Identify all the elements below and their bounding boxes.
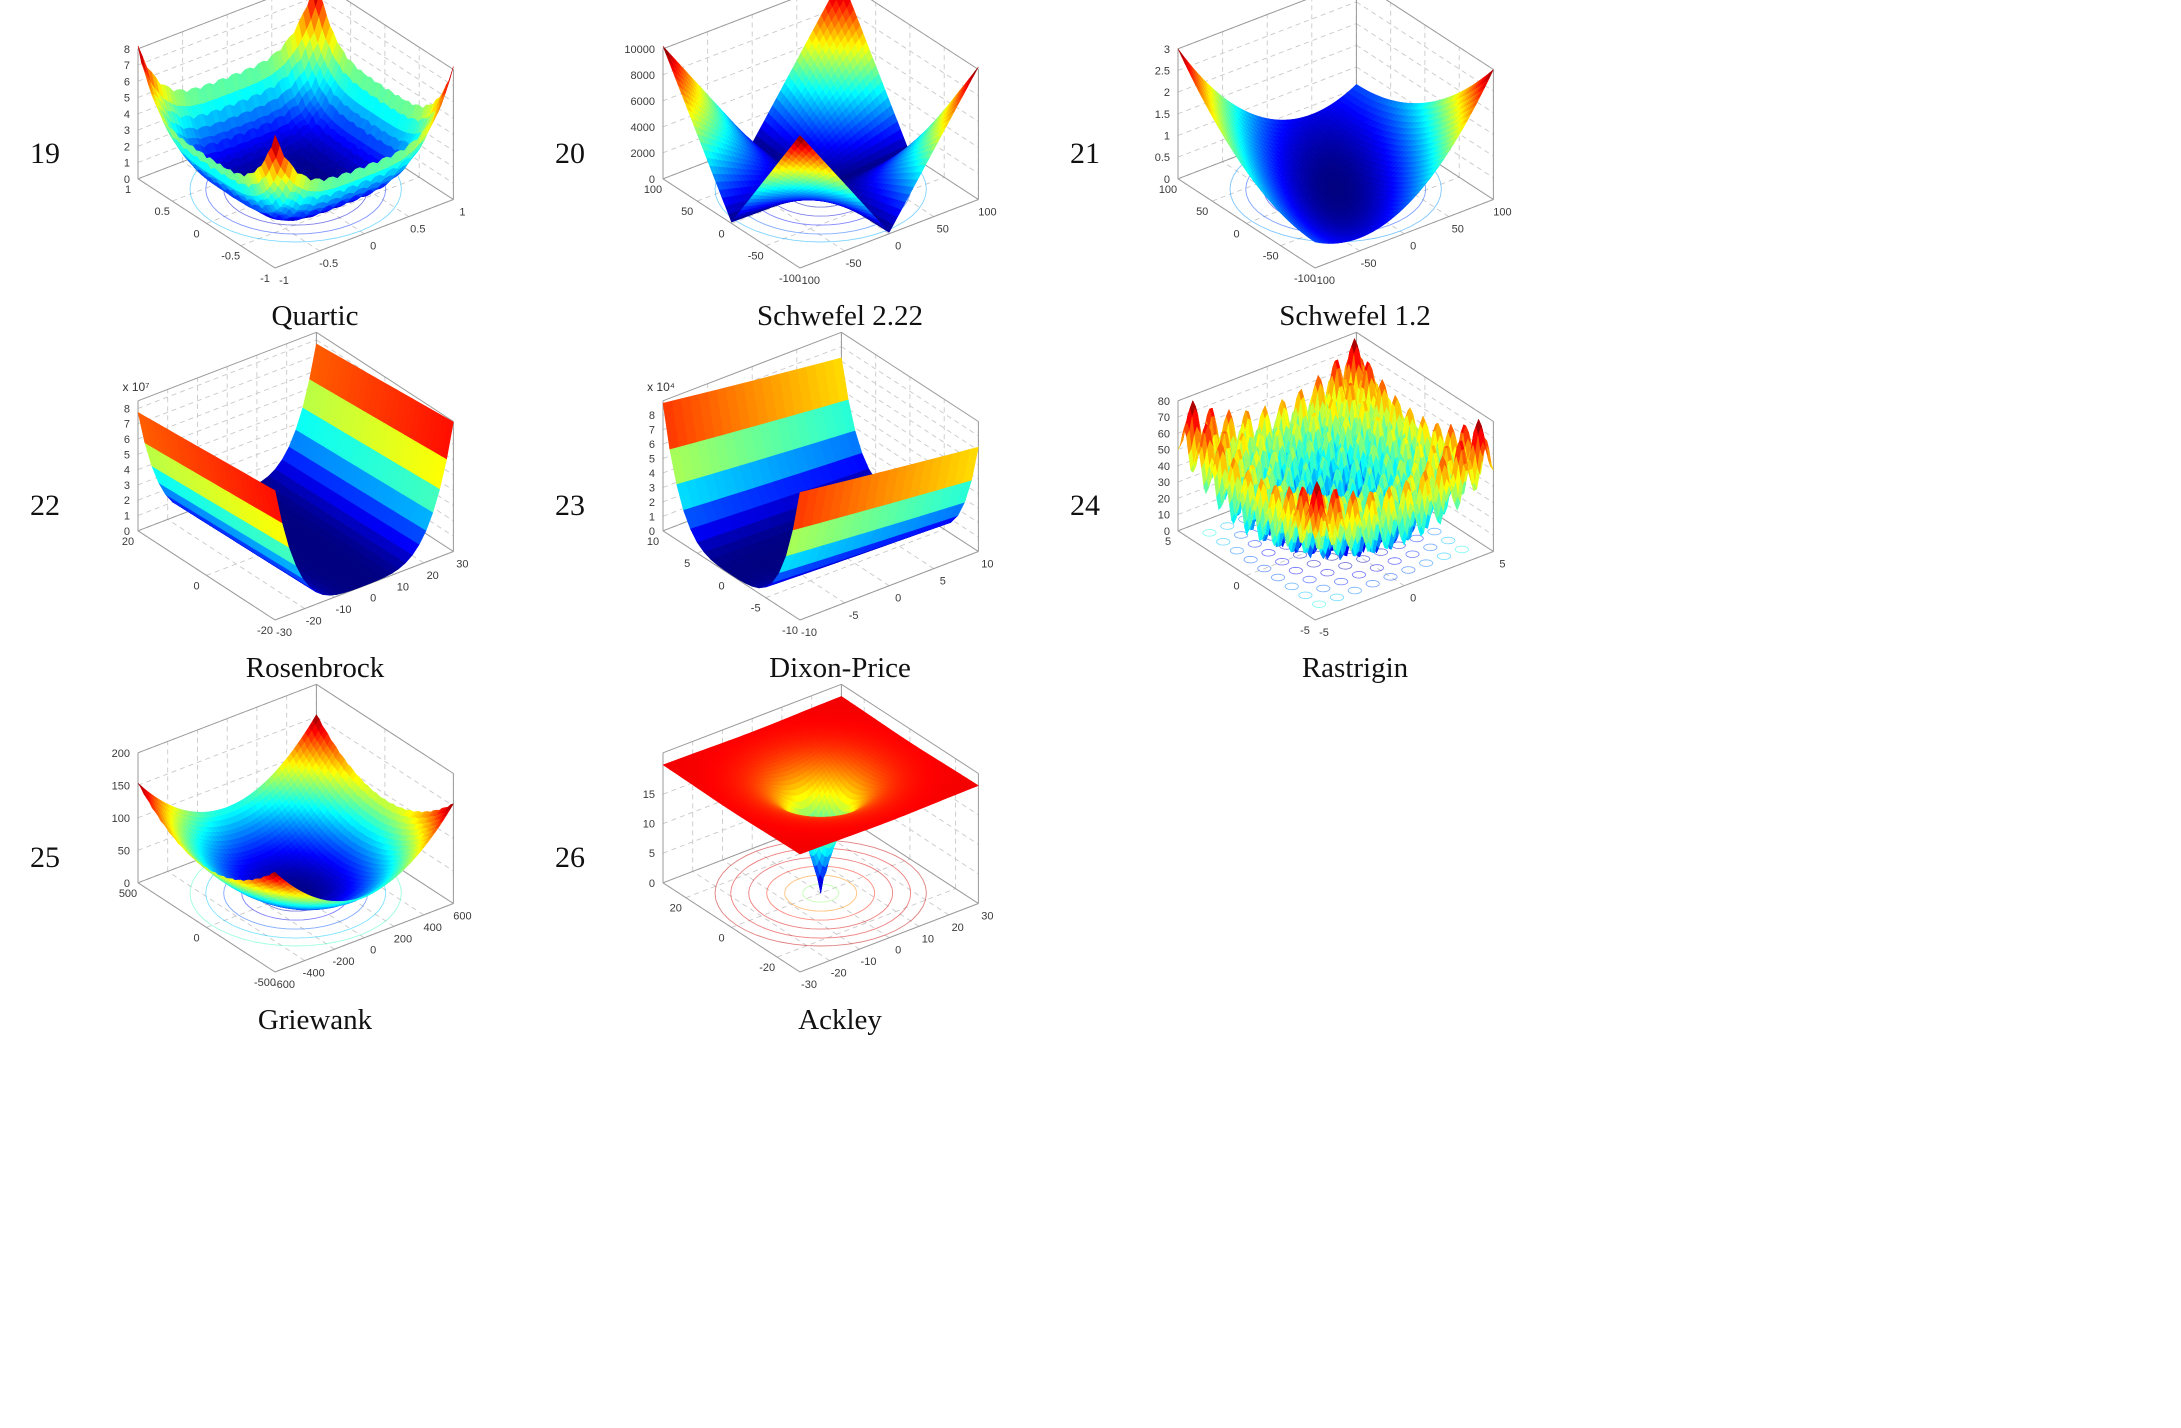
surface-plot-griewank: -600-400-2000200400600-50005000501001502… <box>112 683 472 991</box>
panel-figure: -600 -400 -200 0 200 400 600 -500 0 500 0 50 100 150 2… <box>80 674 550 1041</box>
svg-text:100: 100 <box>644 184 662 196</box>
svg-text:0: 0 <box>193 228 199 240</box>
svg-text:0: 0 <box>718 228 724 240</box>
panel-figure: -100 -50 0 50 100 -100 -50 0 50 100 0 0.5 1 1.5 2 2.5 3 … <box>1120 0 1590 337</box>
panel-caption: Schwefel 1.2 <box>1279 300 1431 332</box>
svg-text:-100: -100 <box>779 273 801 285</box>
svg-text:7: 7 <box>124 60 130 72</box>
panel-rastrigin: 24 -5 0 5 -5 0 5 0 10 20 30 40 50 60 70 80 Rastrigin <box>1050 322 1590 689</box>
panel-caption: Dixon-Price <box>769 652 911 684</box>
panel-figure: -1 -0.5 0 0.5 1 -1 -0.5 0 0.5 1 0 1 2 3 4 5 6 7 8 Quartic <box>80 0 550 337</box>
panel-caption: Ackley <box>798 1004 882 1036</box>
panel-number: 26 <box>555 840 585 874</box>
svg-text:-1: -1 <box>279 275 289 287</box>
panel-number: 22 <box>30 488 60 522</box>
svg-text:4: 4 <box>124 109 130 121</box>
panel-number: 20 <box>555 136 585 170</box>
svg-text:2000: 2000 <box>631 148 655 160</box>
svg-text:50: 50 <box>937 224 949 236</box>
panel-caption: Quartic <box>271 300 359 332</box>
svg-text:100: 100 <box>978 207 996 219</box>
panel-caption: Rosenbrock <box>245 652 385 684</box>
panel-ackley: 26 -30 -20 -10 0 10 20 30 -20 0 20 0 5 10 15 Ackley <box>535 674 1075 1041</box>
panel-figure: -10 -5 0 5 10 -10 -5 0 5 10 0 1 2 3 4 5 6 7 8 x 10⁴ Dixon-P… <box>605 322 1075 689</box>
svg-text:8: 8 <box>124 44 130 56</box>
svg-text:6: 6 <box>124 76 130 88</box>
panel-number: 25 <box>30 840 60 874</box>
svg-text:0: 0 <box>895 241 901 253</box>
svg-text:0: 0 <box>370 241 376 253</box>
svg-text:-50: -50 <box>748 251 764 263</box>
svg-text:-1: -1 <box>260 273 270 285</box>
svg-text:4000: 4000 <box>631 122 655 134</box>
panel-figure: -100 -50 0 50 100 -100 -50 0 50 100 0 2000 4000 6000 8… <box>605 0 1075 337</box>
svg-text:0.5: 0.5 <box>410 224 425 236</box>
panel-number: 19 <box>30 136 60 170</box>
panel-rosenbrock: 22 -30 -20 -10 0 10 20 30 -20 0 20 0 1 2 3 4 5 6 7 8 x 10⁷ … <box>10 322 550 689</box>
panel-caption: Griewank <box>257 1004 373 1036</box>
svg-text:0: 0 <box>649 174 655 186</box>
svg-text:-50: -50 <box>846 258 862 270</box>
svg-text:10000: 10000 <box>624 44 655 56</box>
panel-figure: -5 0 5 -5 0 5 0 10 20 30 40 50 60 70 80 Rastrigin <box>1120 322 1590 689</box>
svg-text:-100: -100 <box>798 275 820 287</box>
svg-text:8000: 8000 <box>631 70 655 82</box>
panel-caption: Rastrigin <box>1301 652 1409 684</box>
svg-text:3: 3 <box>124 125 130 137</box>
svg-text:-0.5: -0.5 <box>221 251 240 263</box>
panel-figure: -30 -20 -10 0 10 20 30 -20 0 20 0 1 2 3 4 5 6 7 8 x 10⁷ Ros… <box>80 322 550 689</box>
svg-text:-0.5: -0.5 <box>319 258 338 270</box>
svg-text:6000: 6000 <box>631 96 655 108</box>
svg-text:0.5: 0.5 <box>155 206 170 218</box>
panel-number: 24 <box>1070 488 1100 522</box>
svg-text:1: 1 <box>124 158 130 170</box>
panel-quartic: 19 -1 -0.5 0 0.5 1 -1 -0.5 0 0.5 1 0 1 2 3 4 5 6 7 8 Quart… <box>10 0 550 337</box>
surface-plot-schwefel-2-22: -100-50050100-100-5005010002000400060008… <box>624 0 997 287</box>
panel-figure: -30 -20 -10 0 10 20 30 -20 0 20 0 5 10 15 Ackley <box>605 674 1075 1041</box>
svg-text:5: 5 <box>124 93 130 105</box>
panel-griewank: 25 -600 -400 -200 0 200 400 600 -500 0 500 0 50 100 1… <box>10 674 550 1041</box>
panel-schwefel-1-2: 21 -100 -50 0 50 100 -100 -50 0 50 100 0 0.5 1 1.5 2 2.… <box>1050 0 1590 337</box>
panel-dixon-price: 23 -10 -5 0 5 10 -10 -5 0 5 10 0 1 2 3 4 5 6 7 8 x 10⁴ Dixo… <box>535 322 1075 689</box>
svg-text:2: 2 <box>124 141 130 153</box>
panel-number: 23 <box>555 488 585 522</box>
panel-number: 21 <box>1070 136 1100 170</box>
svg-text:1: 1 <box>459 207 465 219</box>
svg-text:50: 50 <box>681 206 693 218</box>
panel-schwefel-2-22: 20 -100 -50 0 50 100 -100 -50 0 50 100 0 2000 4000 60… <box>535 0 1075 337</box>
svg-text:1: 1 <box>125 184 131 196</box>
panel-caption: Schwefel 2.22 <box>757 300 923 332</box>
svg-text:0: 0 <box>124 174 130 186</box>
